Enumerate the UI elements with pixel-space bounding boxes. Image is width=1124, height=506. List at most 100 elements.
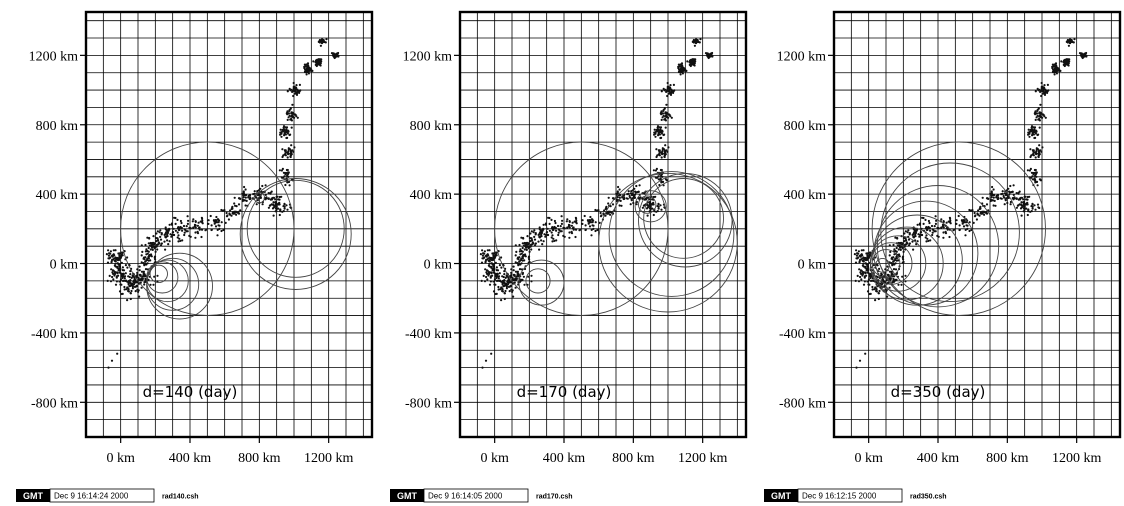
data-point (147, 246, 150, 250)
data-point (116, 272, 119, 275)
data-point (138, 265, 141, 268)
data-point (888, 277, 891, 280)
data-point (283, 207, 286, 210)
data-point (136, 271, 139, 274)
x-tick-label: 800 km (986, 451, 1029, 466)
radius-circle (873, 200, 979, 306)
data-point (553, 239, 556, 242)
data-point (1040, 112, 1043, 115)
data-point (896, 237, 899, 240)
data-point (145, 248, 148, 251)
data-point (213, 219, 216, 222)
data-point (231, 211, 234, 214)
data-point (657, 207, 660, 210)
data-point (588, 225, 592, 228)
data-point (660, 90, 663, 93)
data-point (144, 250, 147, 253)
data-point (112, 249, 115, 252)
data-point (335, 54, 338, 57)
data-point (133, 278, 137, 281)
data-point (234, 204, 237, 207)
data-point (305, 65, 308, 68)
data-point (966, 227, 969, 230)
data-point (231, 206, 234, 209)
data-point (679, 65, 682, 68)
data-point (117, 269, 120, 272)
data-point (495, 266, 498, 269)
data-point (176, 231, 179, 234)
data-point (237, 211, 240, 214)
data-point (578, 229, 581, 232)
data-point (574, 216, 578, 219)
timestamp-box (49, 488, 155, 503)
data-point (955, 222, 958, 225)
data-point (1023, 209, 1026, 213)
data-point (522, 254, 526, 257)
data-point (145, 263, 148, 266)
data-point (514, 244, 517, 247)
data-point (290, 151, 293, 154)
data-point (114, 260, 117, 263)
data-point (902, 250, 905, 253)
data-point (663, 107, 666, 110)
data-point (127, 288, 130, 291)
radius-circle (518, 259, 565, 306)
data-point (860, 269, 863, 272)
data-point (121, 279, 125, 282)
data-point (492, 255, 495, 258)
data-point (290, 126, 293, 129)
data-point (884, 268, 887, 271)
data-point (281, 167, 284, 170)
data-point (931, 233, 934, 237)
data-point (143, 258, 146, 261)
data-point (230, 214, 233, 217)
data-point (107, 254, 110, 257)
data-point (1003, 196, 1006, 199)
data-point (934, 215, 937, 218)
data-point (114, 262, 117, 265)
data-point (1059, 69, 1062, 72)
data-point (171, 231, 174, 234)
data-point (274, 204, 277, 207)
data-point (1003, 192, 1007, 195)
data-point (553, 219, 557, 223)
y-tick-label: 0 km (798, 258, 827, 273)
data-point (255, 203, 258, 206)
data-point (105, 253, 108, 256)
data-point (1054, 62, 1058, 65)
data-point (490, 352, 493, 355)
data-point (591, 224, 594, 227)
data-point (893, 263, 896, 266)
data-point (503, 281, 506, 284)
data-point (903, 232, 906, 235)
data-point (551, 228, 554, 231)
data-point (284, 126, 287, 129)
data-point (548, 229, 552, 232)
data-point (284, 152, 287, 155)
data-point (869, 251, 872, 254)
data-point (225, 211, 228, 215)
data-point (524, 244, 528, 247)
data-point (990, 194, 993, 197)
data-point (239, 209, 242, 212)
data-point (493, 267, 496, 271)
data-point (295, 115, 298, 118)
data-point (900, 283, 903, 286)
data-point (1053, 67, 1056, 70)
data-point (656, 130, 659, 133)
data-point (115, 280, 118, 283)
data-point (948, 216, 952, 219)
data-point (249, 197, 252, 200)
data-point (1040, 116, 1043, 119)
data-point (968, 229, 971, 233)
data-point (108, 274, 111, 277)
data-point (661, 112, 665, 115)
data-point (1073, 38, 1076, 41)
x-tick-label: 1200 km (678, 451, 728, 466)
data-point (306, 62, 310, 65)
data-point (504, 276, 507, 279)
data-point (503, 284, 506, 287)
data-point (526, 235, 529, 238)
data-point (651, 207, 654, 210)
data-point (630, 198, 633, 201)
